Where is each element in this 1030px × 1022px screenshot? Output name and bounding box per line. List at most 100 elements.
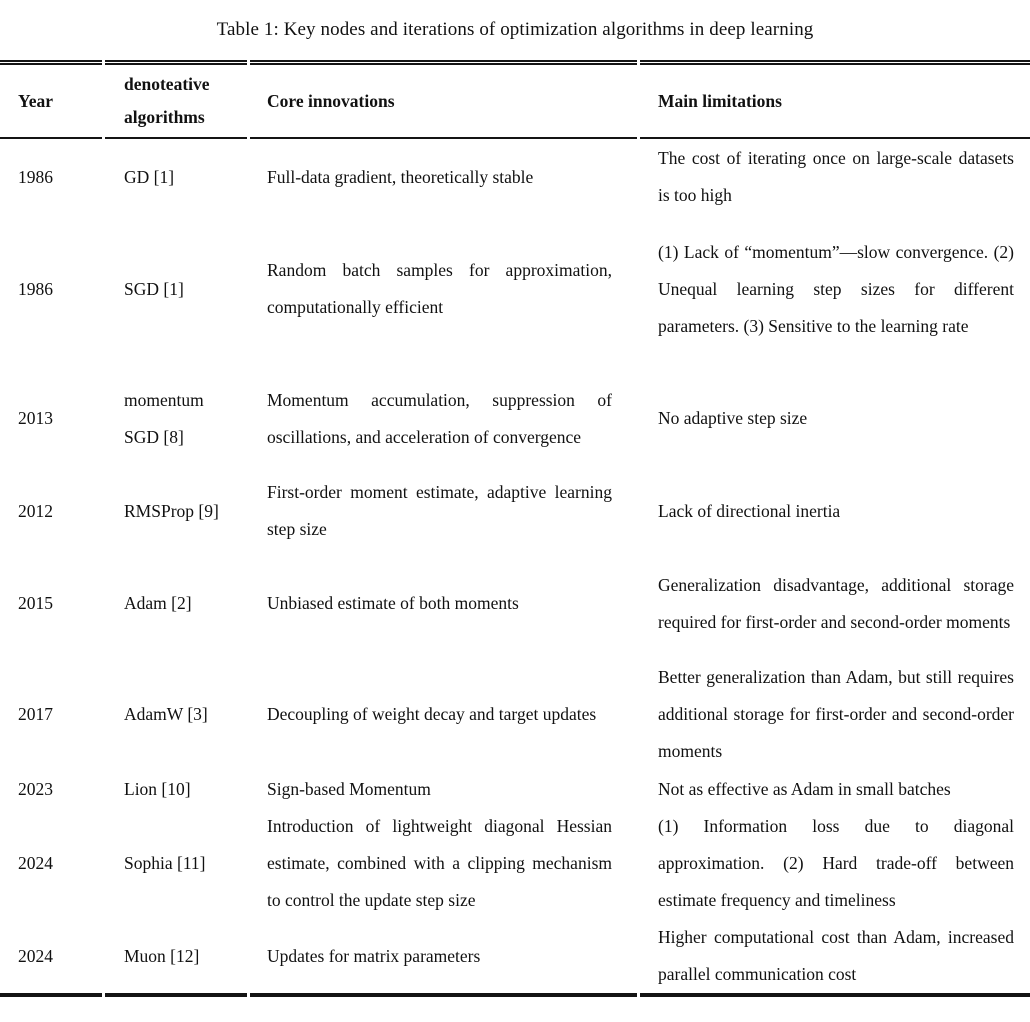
year-value: 1986 bbox=[18, 278, 53, 299]
column-header-main-limitations: Main limitations bbox=[640, 65, 1030, 137]
algorithm-cell: momentum SGD [8] bbox=[105, 363, 250, 474]
algorithm-value: AdamW [3] bbox=[124, 704, 208, 724]
algorithm-value: Lion [10] bbox=[124, 778, 191, 799]
algorithm-value: SGD [1] bbox=[124, 278, 184, 299]
table-row: 1986 SGD [1] Random batch samples for ap… bbox=[0, 215, 1030, 363]
core-innovations-cell: Decoupling of weight decay and target up… bbox=[250, 659, 640, 770]
rule-segment bbox=[250, 137, 637, 139]
rule-segment bbox=[105, 137, 247, 139]
rule-segment bbox=[105, 60, 247, 65]
core-innovations-cell: Updates for matrix parameters bbox=[250, 919, 640, 993]
core-innovations-cell: Introduction of lightweight diagonal Hes… bbox=[250, 808, 640, 919]
algorithm-cell: Muon [12] bbox=[105, 919, 250, 993]
algorithm-cell: RMSProp [9] bbox=[105, 474, 250, 548]
table-header-row: Year denoteative algorithms Core innovat… bbox=[0, 65, 1030, 137]
table-row: 2024 Sophia [11] Introduction of lightwe… bbox=[0, 808, 1030, 919]
core-innovations-text: Unbiased estimate of both moments bbox=[267, 593, 519, 613]
year-cell: 2017 bbox=[0, 659, 105, 770]
main-limitations-cell: Lack of directional inertia bbox=[640, 474, 1030, 548]
core-innovations-cell: Random batch samples for approximation, … bbox=[250, 215, 640, 363]
main-limitations-cell: Not as effective as Adam in small batche… bbox=[640, 770, 1030, 808]
main-limitations-text: Higher computational cost than Adam, inc… bbox=[658, 927, 1014, 984]
rule-segment bbox=[250, 60, 637, 65]
main-limitations-text: No adaptive step size bbox=[658, 408, 808, 428]
main-limitations-text: (1) Information loss due to diagonal app… bbox=[658, 816, 1014, 910]
rule-segment bbox=[640, 993, 1030, 997]
main-limitations-cell: Generalization disadvantage, additional … bbox=[640, 548, 1030, 659]
year-value: 2013 bbox=[18, 408, 53, 428]
algorithm-value: Sophia [11] bbox=[124, 853, 206, 873]
core-innovations-text: Sign-based Momentum bbox=[267, 778, 431, 799]
main-limitations-text: Lack of directional inertia bbox=[658, 500, 841, 521]
year-value: 2012 bbox=[18, 500, 53, 521]
year-cell: 2023 bbox=[0, 770, 105, 808]
table-header-rule bbox=[0, 137, 1030, 139]
year-cell: 2024 bbox=[0, 919, 105, 993]
core-innovations-cell: First-order moment estimate, adaptive le… bbox=[250, 474, 640, 548]
table-top-rule bbox=[0, 60, 1030, 65]
year-value: 2023 bbox=[18, 778, 53, 799]
algorithm-cell: AdamW [3] bbox=[105, 659, 250, 770]
core-innovations-text: First-order moment estimate, adaptive le… bbox=[267, 482, 612, 539]
year-cell: 2015 bbox=[0, 548, 105, 659]
algorithm-cell: Sophia [11] bbox=[105, 808, 250, 919]
core-innovations-text: Decoupling of weight decay and target up… bbox=[267, 704, 597, 724]
rule-segment bbox=[250, 993, 637, 997]
algorithm-value: momentum SGD [8] bbox=[124, 389, 204, 447]
core-innovations-cell: Full-data gradient, theoretically stable bbox=[250, 139, 640, 215]
main-limitations-cell: Higher computational cost than Adam, inc… bbox=[640, 919, 1030, 993]
year-value: 2024 bbox=[18, 945, 53, 966]
core-innovations-text: Random batch samples for approximation, … bbox=[267, 260, 612, 317]
table-bottom-rule bbox=[0, 993, 1030, 997]
year-value: 1986 bbox=[18, 166, 53, 187]
table-row: 2017 AdamW [3] Decoupling of weight deca… bbox=[0, 659, 1030, 770]
column-header-core-innovations: Core innovations bbox=[250, 65, 640, 137]
year-cell: 2013 bbox=[0, 363, 105, 474]
algorithm-value: Muon [12] bbox=[124, 945, 200, 966]
algorithm-cell: SGD [1] bbox=[105, 215, 250, 363]
rule-segment bbox=[0, 60, 102, 65]
algorithm-cell: Lion [10] bbox=[105, 770, 250, 808]
main-limitations-cell: The cost of iterating once on large-scal… bbox=[640, 139, 1030, 215]
table-row: 2024 Muon [12] Updates for matrix parame… bbox=[0, 919, 1030, 993]
core-innovations-text: Introduction of lightweight diagonal Hes… bbox=[267, 816, 612, 910]
column-header-year: Year bbox=[0, 65, 105, 137]
core-innovations-text: Full-data gradient, theoretically stable bbox=[267, 166, 534, 187]
main-limitations-text: Better generalization than Adam, but sti… bbox=[658, 667, 1014, 761]
core-innovations-cell: Unbiased estimate of both moments bbox=[250, 548, 640, 659]
main-limitations-cell: (1) Lack of “momentum”—slow convergence.… bbox=[640, 215, 1030, 363]
rule-segment bbox=[640, 137, 1030, 139]
table-row: 1986 GD [1] Full-data gradient, theoreti… bbox=[0, 139, 1030, 215]
year-cell: 1986 bbox=[0, 215, 105, 363]
rule-segment bbox=[0, 137, 102, 139]
table-caption: Table 1: Key nodes and iterations of opt… bbox=[216, 19, 814, 40]
table-row: 2023 Lion [10] Sign-based Momentum Not a… bbox=[0, 770, 1030, 808]
year-value: 2017 bbox=[18, 704, 53, 724]
year-value: 2024 bbox=[18, 853, 53, 873]
column-header-algorithms-label: denoteative algorithms bbox=[124, 74, 210, 127]
rule-segment bbox=[640, 60, 1030, 65]
year-cell: 2024 bbox=[0, 808, 105, 919]
column-header-main-limitations-label: Main limitations bbox=[658, 90, 782, 111]
main-limitations-text: (1) Lack of “momentum”—slow convergence.… bbox=[658, 241, 1014, 336]
core-innovations-cell: Momentum accumulation, suppression of os… bbox=[250, 363, 640, 474]
table-row: 2012 RMSProp [9] First-order moment esti… bbox=[0, 474, 1030, 548]
main-limitations-text: Not as effective as Adam in small batche… bbox=[658, 778, 951, 799]
algorithm-value: Adam [2] bbox=[124, 593, 192, 613]
main-limitations-text: The cost of iterating once on large-scal… bbox=[658, 148, 1014, 205]
algorithm-cell: Adam [2] bbox=[105, 548, 250, 659]
main-limitations-cell: No adaptive step size bbox=[640, 363, 1030, 474]
table-row: 2015 Adam [2] Unbiased estimate of both … bbox=[0, 548, 1030, 659]
core-innovations-text: Updates for matrix parameters bbox=[267, 945, 481, 966]
year-cell: 2012 bbox=[0, 474, 105, 548]
rule-segment bbox=[105, 993, 247, 997]
column-header-algorithms: denoteative algorithms bbox=[105, 65, 250, 137]
table-row: 2013 momentum SGD [8] Momentum accumulat… bbox=[0, 363, 1030, 474]
core-innovations-cell: Sign-based Momentum bbox=[250, 770, 640, 808]
algorithm-cell: GD [1] bbox=[105, 139, 250, 215]
column-header-core-innovations-label: Core innovations bbox=[267, 90, 395, 111]
main-limitations-text: Generalization disadvantage, additional … bbox=[658, 574, 1014, 632]
rule-segment bbox=[0, 993, 102, 997]
year-value: 2015 bbox=[18, 593, 53, 613]
